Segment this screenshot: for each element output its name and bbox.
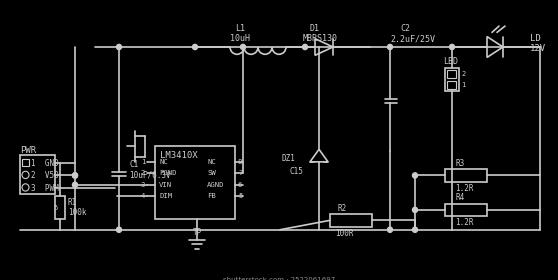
Text: VIN: VIN [159, 182, 172, 188]
Bar [20, 155, 55, 194]
Text: SW: SW [207, 170, 216, 176]
Circle shape [450, 45, 455, 50]
Text: 2: 2 [461, 71, 465, 77]
Text: 2: 2 [141, 170, 145, 176]
Text: FB: FB [207, 193, 216, 199]
Circle shape [387, 227, 392, 232]
Text: 10uF/6.3V: 10uF/6.3V [129, 170, 171, 179]
Text: 2.2uF/25V: 2.2uF/25V [390, 34, 435, 43]
Bar [445, 169, 487, 182]
Text: 5: 5 [238, 193, 242, 199]
Circle shape [412, 227, 417, 232]
Text: 1: 1 [461, 83, 465, 88]
Text: PGND: PGND [159, 170, 176, 176]
Text: 100k: 100k [68, 208, 86, 217]
Text: LD: LD [530, 34, 541, 43]
Text: 2  V50: 2 V50 [31, 171, 59, 180]
Text: NC: NC [207, 159, 216, 165]
Bar [22, 159, 29, 166]
Text: D1: D1 [310, 24, 320, 33]
Text: MBRS130: MBRS130 [303, 34, 338, 43]
Bar [447, 81, 456, 89]
Text: C2: C2 [400, 24, 410, 33]
Text: R4: R4 [455, 193, 464, 202]
Text: 12V: 12V [530, 44, 546, 53]
Circle shape [302, 45, 307, 50]
Text: 4: 4 [141, 193, 145, 199]
Text: C1: C1 [129, 160, 138, 169]
Bar [447, 70, 456, 78]
Text: LM3410X: LM3410X [160, 151, 198, 160]
Circle shape [73, 182, 78, 187]
Text: R2: R2 [338, 204, 347, 213]
Text: PWR: PWR [20, 146, 36, 155]
Bar [445, 204, 487, 216]
Text: AGND: AGND [207, 182, 224, 188]
Text: DZ1: DZ1 [282, 153, 296, 162]
Text: R3: R3 [455, 159, 464, 168]
Text: C15: C15 [290, 167, 304, 176]
Text: 5: 5 [53, 205, 57, 211]
Text: 100R: 100R [335, 229, 354, 238]
Text: 1: 1 [141, 159, 145, 165]
Text: 10uH: 10uH [230, 34, 250, 43]
Text: 7: 7 [238, 170, 242, 176]
Text: shutterstock.com · 2522061697: shutterstock.com · 2522061697 [223, 277, 335, 280]
Text: 6: 6 [238, 182, 242, 188]
Circle shape [240, 45, 246, 50]
Circle shape [117, 45, 122, 50]
Bar [55, 196, 65, 219]
Text: 3: 3 [141, 182, 145, 188]
Text: 1  GND: 1 GND [31, 159, 59, 168]
Text: NC: NC [159, 159, 168, 165]
Text: R1: R1 [68, 199, 77, 207]
Text: 1.2R: 1.2R [455, 184, 474, 193]
Circle shape [193, 45, 198, 50]
Circle shape [117, 227, 122, 232]
Text: 1.2R: 1.2R [455, 218, 474, 227]
Text: DIM: DIM [159, 193, 172, 199]
Bar [155, 146, 235, 219]
Bar [445, 68, 459, 91]
Circle shape [387, 45, 392, 50]
Text: 8: 8 [238, 159, 242, 165]
Circle shape [412, 207, 417, 213]
Text: 3  PWM: 3 PWM [31, 184, 59, 193]
Text: L1: L1 [235, 24, 245, 33]
Circle shape [412, 173, 417, 178]
Text: TP: TP [193, 228, 202, 237]
Circle shape [73, 173, 78, 178]
Bar [330, 214, 372, 227]
Circle shape [73, 173, 78, 178]
Text: LED: LED [443, 57, 458, 66]
